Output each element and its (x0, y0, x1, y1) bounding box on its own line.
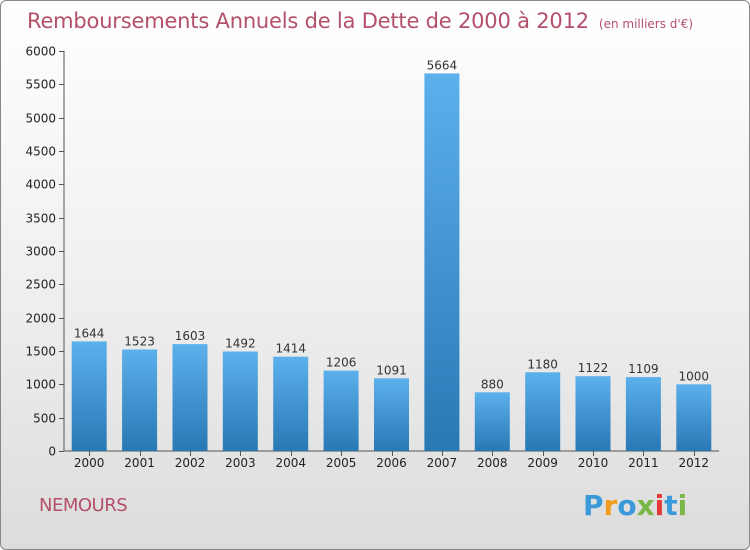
bar (676, 384, 712, 451)
bar (222, 351, 258, 451)
bar (474, 392, 510, 451)
chart-unit: (en milliers d'€) (598, 17, 694, 31)
y-tick-label: 5500 (25, 78, 56, 92)
chart-axes: 0 500 1000 1500 2000 2500 3000 3500 4000 4500 5000… (25, 45, 719, 470)
data-label: 1091 (376, 363, 407, 377)
bar (625, 377, 661, 451)
x-tick-label: 2000 (74, 456, 105, 470)
data-label: 5664 (427, 58, 458, 72)
bar (122, 349, 158, 451)
logo-letter: t (664, 489, 678, 522)
data-label: 1000 (679, 369, 710, 383)
x-tick-label: 2002 (175, 456, 206, 470)
data-label: 1109 (628, 362, 659, 376)
y-tick-label: 4500 (25, 145, 56, 159)
bar (323, 370, 359, 451)
y-tick-label: 1500 (25, 345, 56, 359)
x-tick-label: 2007 (427, 456, 458, 470)
x-tick-label: 2011 (628, 456, 659, 470)
y-tick-label: 2000 (25, 312, 56, 326)
bar (575, 376, 611, 451)
y-tick-label: 3000 (25, 245, 56, 259)
x-tick-label: 2005 (326, 456, 357, 470)
bar (172, 344, 208, 451)
logo-letter: o (617, 489, 637, 522)
data-label: 1206 (326, 356, 357, 370)
logo-letter: P (583, 489, 604, 522)
data-label: 1603 (175, 329, 206, 343)
data-label: 1414 (275, 342, 306, 356)
x-tick-label: 2010 (578, 456, 609, 470)
proxiti-logo: Proxiti (583, 489, 687, 522)
commune-name: NEMOURS (39, 495, 128, 516)
y-tick-label: 500 (33, 412, 56, 426)
bar (525, 372, 561, 451)
x-tick-label: 2004 (275, 456, 306, 470)
data-label: 1523 (124, 334, 155, 348)
bar (71, 341, 107, 451)
bar (273, 356, 309, 451)
logo-letter: i (677, 489, 688, 522)
x-tick-label: 2006 (376, 456, 407, 470)
y-tick-label: 6000 (25, 45, 56, 59)
chart-title: Remboursements Annuels de la Dette de 20… (27, 9, 693, 33)
data-label: 1180 (527, 357, 558, 371)
x-tick-label: 2003 (225, 456, 256, 470)
y-tick-label: 2500 (25, 278, 56, 292)
chart-data-labels: 1644 1523 1603 1492 1414 1206 1091 5664 880 1180 1… (74, 58, 709, 391)
y-tick-label: 3500 (25, 212, 56, 226)
chart-bars (71, 73, 712, 452)
data-label: 880 (481, 377, 504, 391)
logo-letter: i (654, 489, 665, 522)
x-tick-label: 2012 (679, 456, 710, 470)
chart-title-text: Remboursements Annuels de la Dette de 20… (27, 9, 589, 33)
y-tick-label: 5000 (25, 112, 56, 126)
x-tick-label: 2009 (527, 456, 558, 470)
x-tick-label: 2008 (477, 456, 508, 470)
y-tick-label: 1000 (25, 378, 56, 392)
data-label: 1122 (578, 361, 609, 375)
logo-letter: r (603, 489, 618, 522)
x-tick-label: 2001 (124, 456, 155, 470)
y-tick-label: 4000 (25, 178, 56, 192)
bar (374, 378, 409, 451)
logo-letter: x (636, 489, 655, 522)
data-label: 1492 (225, 337, 256, 351)
data-label: 1644 (74, 326, 105, 340)
y-tick-label: 0 (48, 445, 56, 459)
bar (424, 73, 460, 452)
